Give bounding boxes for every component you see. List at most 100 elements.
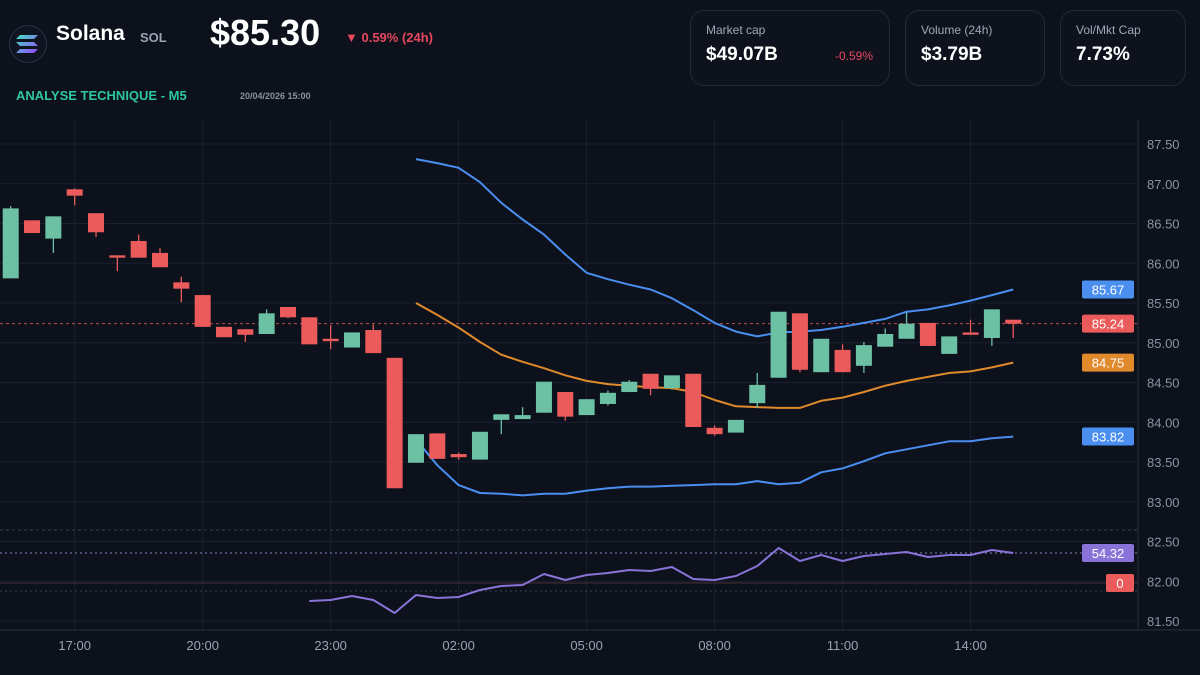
candle <box>898 312 915 339</box>
candle-body <box>834 349 851 373</box>
candle-body <box>173 282 190 289</box>
candle-body <box>493 414 510 420</box>
candle-body <box>813 338 830 373</box>
candle <box>194 295 211 327</box>
candle <box>621 380 638 393</box>
candle-body <box>791 313 808 370</box>
candle <box>279 306 296 319</box>
candle <box>642 373 659 396</box>
candle-body <box>919 322 936 346</box>
candle <box>301 317 318 345</box>
candle <box>706 425 723 436</box>
candle <box>578 399 595 416</box>
candle <box>365 324 382 354</box>
candle-body <box>386 357 403 489</box>
candle-body <box>877 334 894 347</box>
candle <box>791 313 808 373</box>
candle-body <box>24 220 41 234</box>
y-tick-label: 82.00 <box>1147 574 1180 589</box>
candle <box>493 414 510 435</box>
lower-band-badge-bg <box>1082 427 1134 446</box>
candle <box>855 341 872 373</box>
oscillator-badge: 54.32 <box>1082 544 1134 562</box>
candle <box>237 329 254 342</box>
coin-name: Solana <box>56 22 125 45</box>
candle-body <box>365 330 382 354</box>
candle-body <box>45 216 62 239</box>
lower-band-badge-text: 83.82 <box>1092 430 1125 445</box>
candle <box>941 336 958 354</box>
middle-band-line <box>415 302 1014 409</box>
candle <box>983 309 1000 346</box>
candle-body <box>983 309 1000 338</box>
candle <box>429 433 446 459</box>
candle-body <box>578 399 595 416</box>
candle-body <box>599 392 616 404</box>
candle <box>2 206 19 279</box>
candle <box>152 248 169 268</box>
candle-body <box>216 326 232 338</box>
candle-body <box>237 329 254 335</box>
candle-body <box>642 373 659 389</box>
candle-body <box>322 338 339 342</box>
candle-body <box>621 381 638 393</box>
vol-mkt-cap-value: 7.73% <box>1076 44 1130 65</box>
candle-body <box>66 189 83 196</box>
candle-body <box>130 240 147 258</box>
candle-body <box>685 373 702 428</box>
candle <box>599 390 616 406</box>
candle <box>24 220 41 234</box>
zero-badge-bg <box>1106 574 1134 592</box>
x-tick-label: 05:00 <box>570 638 603 653</box>
x-tick-label: 17:00 <box>58 638 91 653</box>
candle <box>216 326 232 338</box>
candle-body <box>727 419 744 433</box>
candle-body <box>279 306 296 318</box>
candle <box>770 311 787 378</box>
candle <box>471 431 488 460</box>
y-tick-label: 86.50 <box>1147 217 1180 232</box>
candle <box>109 255 126 272</box>
market-cap-value: $49.07B <box>706 44 778 65</box>
middle-band-badge: 84.75 <box>1082 353 1134 372</box>
candle-body <box>88 213 105 233</box>
candle <box>919 322 936 346</box>
middle-band-badge-text: 84.75 <box>1092 356 1125 371</box>
candle <box>173 276 190 303</box>
candle-body <box>855 345 872 366</box>
candle-body <box>450 454 467 458</box>
candle-body <box>407 434 424 463</box>
coin-symbol: SOL <box>140 30 167 45</box>
analysis-timestamp: 20/04/2026 15:00 <box>240 91 311 101</box>
x-tick-label: 11:00 <box>827 638 859 653</box>
candle <box>66 188 83 206</box>
candle <box>663 375 680 390</box>
candle <box>130 234 147 258</box>
candle <box>877 328 894 347</box>
candle-body <box>258 313 275 335</box>
y-tick-label: 83.00 <box>1147 495 1180 510</box>
solana-logo-icon <box>9 25 47 63</box>
candle <box>685 373 702 428</box>
price-change-24h: ▼ 0.59% (24h) <box>345 30 434 45</box>
candle <box>727 419 744 433</box>
candle <box>535 381 552 413</box>
candle-body <box>2 208 19 279</box>
candle-body <box>557 392 574 417</box>
candle <box>45 216 62 253</box>
candle <box>322 325 339 350</box>
candle <box>343 332 360 348</box>
y-tick-label: 84.50 <box>1147 376 1180 391</box>
current-price-badge-bg <box>1082 314 1134 333</box>
candle-body <box>301 317 318 345</box>
y-tick-label: 87.50 <box>1147 137 1180 152</box>
zero-badge: 0 <box>1106 574 1134 592</box>
candle <box>557 392 574 421</box>
zero-badge-text: 0 <box>1116 576 1123 591</box>
upper-band-badge: 85.67 <box>1082 280 1134 299</box>
candle-body <box>152 252 169 268</box>
candle-body <box>429 433 446 459</box>
candle <box>834 344 851 373</box>
candle <box>749 372 766 408</box>
x-tick-label: 14:00 <box>954 638 987 653</box>
